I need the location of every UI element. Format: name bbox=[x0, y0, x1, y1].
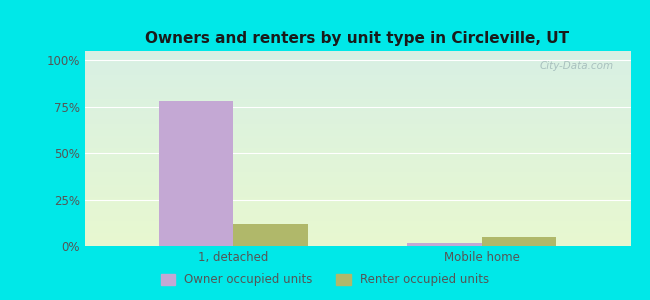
Text: City-Data.com: City-Data.com bbox=[540, 61, 614, 71]
Legend: Owner occupied units, Renter occupied units: Owner occupied units, Renter occupied un… bbox=[156, 269, 494, 291]
Bar bbox=[233, 224, 308, 246]
Bar bbox=[482, 237, 556, 246]
Bar bbox=[159, 101, 233, 246]
Title: Owners and renters by unit type in Circleville, UT: Owners and renters by unit type in Circl… bbox=[146, 31, 569, 46]
Bar bbox=[407, 243, 482, 246]
